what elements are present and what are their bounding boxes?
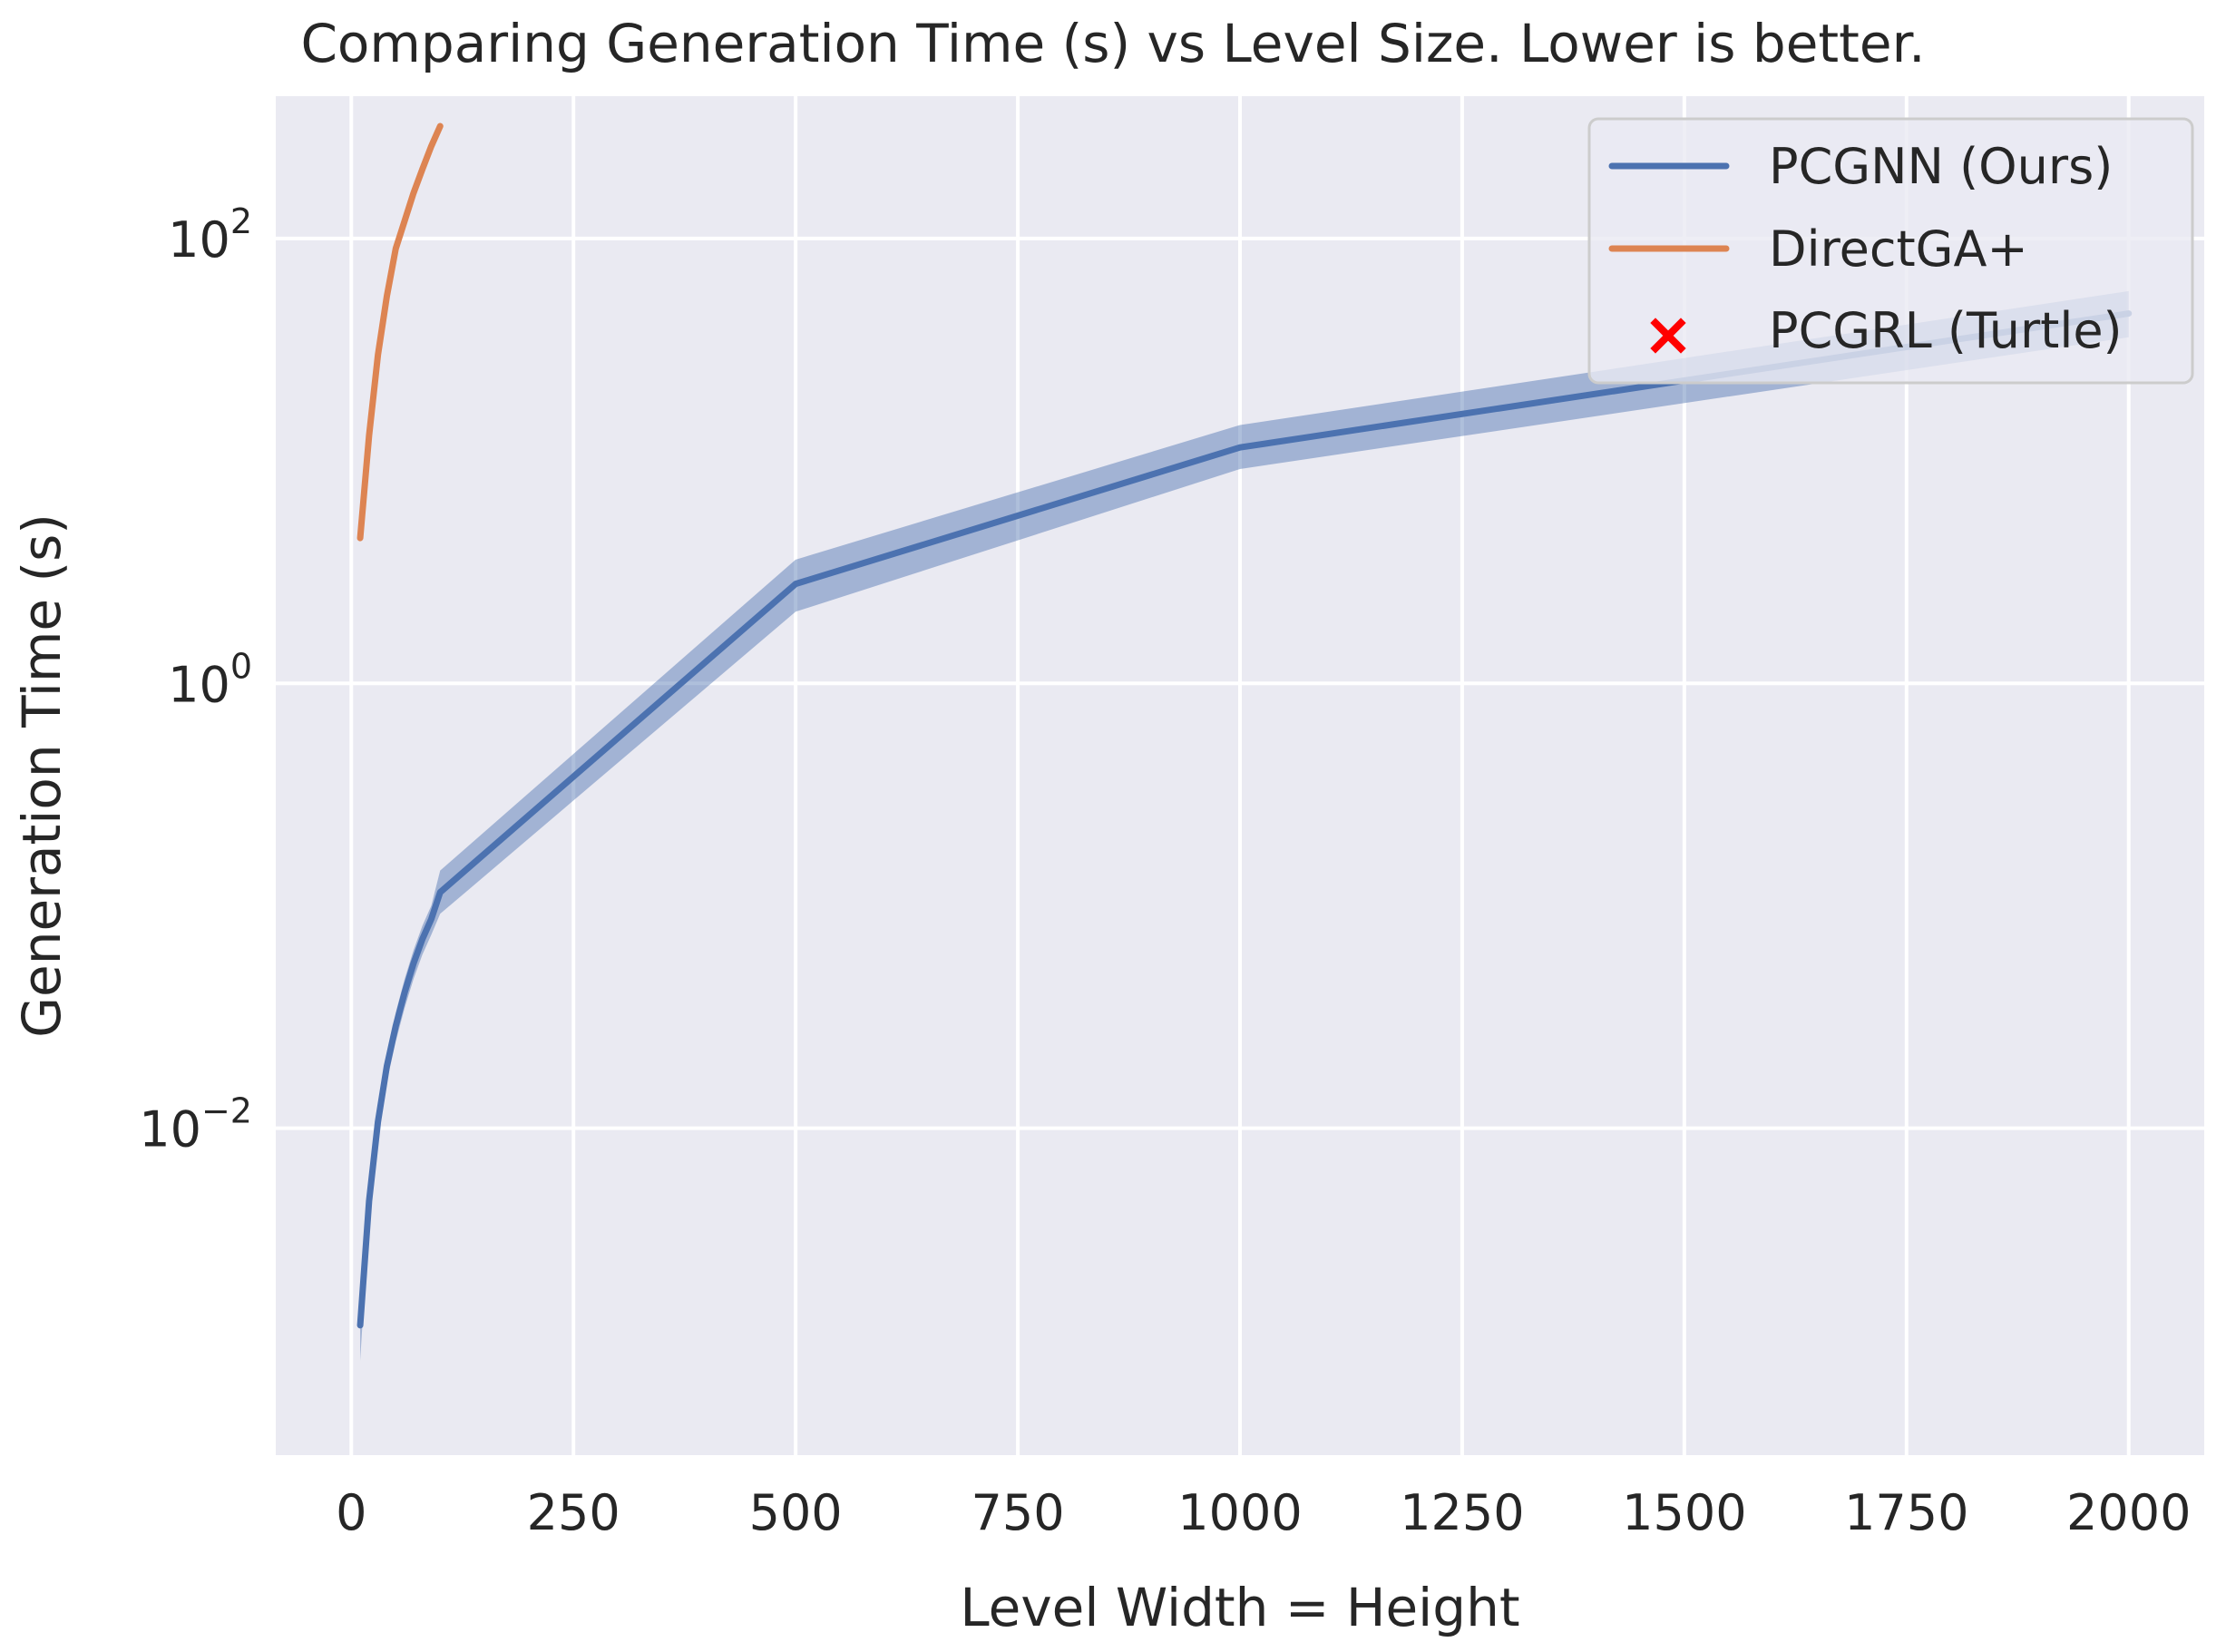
x-axis-label: Level Width = Height [960, 1577, 1519, 1638]
x-tick-label: 0 [336, 1484, 366, 1541]
x-tick-labels: 0 250 500 750 1000 1250 1500 1750 2000 [336, 1484, 2191, 1541]
y-tick-label: 100 [168, 646, 252, 713]
chart-title: Comparing Generation Time (s) vs Level S… [300, 13, 1925, 74]
x-tick-label: 250 [527, 1484, 620, 1541]
y-tick-labels: 10−2100102104 [139, 201, 252, 1158]
legend-label-pcgrl: PCGRL (Turtle) [1769, 302, 2123, 359]
legend-label-pcgnn: PCGNN (Ours) [1769, 138, 2113, 195]
x-tick-label: 1750 [1844, 1484, 1968, 1541]
pcgnn-confidence-band [360, 290, 2129, 1361]
x-tick-label: 1250 [1400, 1484, 1524, 1541]
directga-line [356, 122, 444, 542]
y-axis-label: Generation Time (s) [11, 513, 73, 1038]
x-tick-label: 1500 [1622, 1484, 1746, 1541]
y-tick-label: 10−2 [139, 1091, 252, 1158]
legend-frame [1587, 117, 2194, 385]
x-tick-label: 2000 [2066, 1484, 2191, 1541]
legend: PCGNN (Ours) DirectGA+ PCGRL (Turtle) [1587, 117, 2194, 385]
y-tick-label: 102 [168, 201, 252, 269]
x-tick-label: 1000 [1177, 1484, 1302, 1541]
series-layer [356, 122, 2133, 1361]
x-tick-label: 750 [971, 1484, 1065, 1541]
x-tick-label: 500 [749, 1484, 843, 1541]
legend-swatch-pcgrl [1650, 318, 1686, 354]
pcgnn-line [356, 310, 2133, 1329]
legend-label-directga: DirectGA+ [1769, 220, 2028, 278]
